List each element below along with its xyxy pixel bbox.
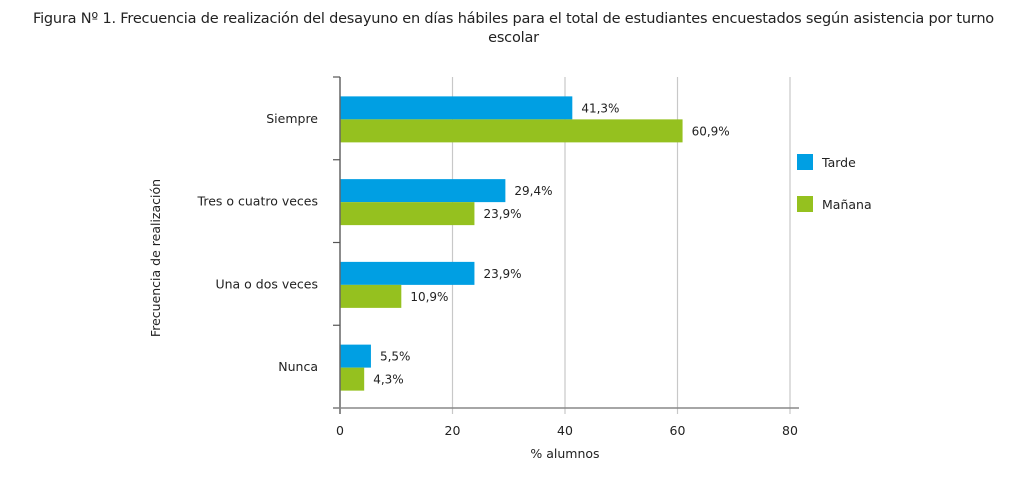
x-tick-label: 0: [336, 423, 344, 438]
data-label: 23,9%: [483, 207, 521, 221]
chart-title-line-2: escolar: [488, 30, 539, 46]
data-label: 29,4%: [514, 184, 552, 198]
category-label: Tres o cuatro veces: [197, 194, 318, 209]
data-label: 5,5%: [380, 350, 411, 364]
chart-title: Figura Nº 1. Frecuencia de realización d…: [0, 10, 1027, 48]
bar-manana: [340, 202, 475, 226]
bar-manana: [340, 367, 365, 391]
labels: 41,3% 60,9% Siempre 29,4% 23,9% Tres o cuatro…: [148, 101, 798, 461]
y-axis-title: Frecuencia de realización: [148, 179, 163, 337]
legend-swatch: [797, 154, 813, 170]
bar-manana: [340, 284, 402, 308]
category-label: Una o dos veces: [215, 276, 318, 291]
x-tick-label: 20: [445, 423, 461, 438]
data-label: 60,9%: [692, 124, 730, 138]
data-label: 41,3%: [581, 101, 619, 115]
bar-tarde: [340, 96, 573, 120]
data-label: 10,9%: [410, 290, 448, 304]
bar-tarde: [340, 261, 475, 285]
x-tick-label: 40: [557, 423, 573, 438]
x-axis-title: % alumnos: [530, 446, 599, 461]
bar-manana: [340, 119, 683, 143]
bar-tarde: [340, 344, 371, 368]
legend-label: Mañana: [822, 197, 872, 212]
bars: [340, 96, 683, 391]
x-tick-label: 60: [670, 423, 686, 438]
data-label: 4,3%: [373, 373, 404, 387]
legend: Tarde Mañana: [797, 154, 872, 212]
chart-title-line-1: Figura Nº 1. Frecuencia de realización d…: [33, 11, 994, 27]
axes: [333, 76, 799, 414]
data-label: 23,9%: [483, 267, 521, 281]
legend-label: Tarde: [821, 155, 856, 170]
bar-tarde: [340, 179, 506, 203]
legend-swatch: [797, 196, 813, 212]
category-label: Siempre: [266, 111, 318, 126]
x-tick-label: 80: [782, 423, 798, 438]
category-label: Nunca: [278, 359, 318, 374]
